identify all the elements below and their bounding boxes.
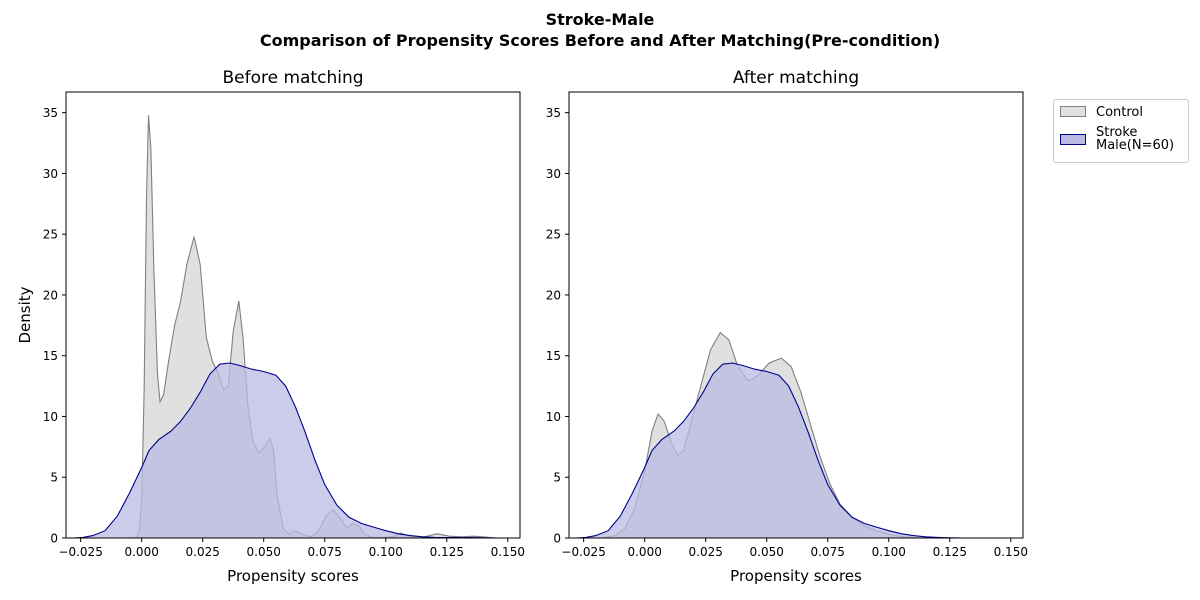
y-tick-label: 15 <box>546 349 561 363</box>
y-tick-label: 0 <box>50 532 58 546</box>
x-axis-label: Propensity scores <box>730 567 862 585</box>
y-tick-label: 20 <box>546 288 561 302</box>
x-tick-label: −0.025 <box>561 545 605 559</box>
x-tick-label: 0.100 <box>872 545 906 559</box>
legend-swatch-control <box>1060 106 1086 117</box>
x-tick-label: 0.025 <box>689 545 723 559</box>
legend-entry-control: Control <box>1060 106 1143 119</box>
y-tick-label: 10 <box>546 410 561 424</box>
y-tick-label: 30 <box>43 167 58 181</box>
legend: Control Stroke Male(N=60) <box>1053 99 1189 163</box>
y-tick-label: 25 <box>43 228 58 242</box>
x-tick-label: 0.050 <box>247 545 281 559</box>
legend-label-control: Control <box>1096 105 1143 120</box>
y-tick-label: 15 <box>43 349 58 363</box>
y-tick-label: 30 <box>546 167 561 181</box>
panel-title: Before matching <box>222 68 363 88</box>
y-tick-label: 20 <box>43 288 58 302</box>
y-tick-label: 5 <box>50 471 58 485</box>
y-tick-label: 10 <box>43 410 58 424</box>
x-tick-label: 0.050 <box>750 545 784 559</box>
y-tick-label: 0 <box>553 532 561 546</box>
y-tick-label: 35 <box>43 106 58 120</box>
figure-subtitle: Comparison of Propensity Scores Before a… <box>259 31 941 50</box>
x-tick-label: 0.150 <box>994 545 1028 559</box>
y-axis-label: Density <box>16 286 34 343</box>
x-tick-label: 0.125 <box>933 545 967 559</box>
x-axis-label: Propensity scores <box>227 567 359 585</box>
panel-title: After matching <box>733 68 859 88</box>
legend-swatch-stroke-male <box>1060 134 1086 145</box>
density-line-stroke-male <box>73 362 501 539</box>
legend-label-stroke-male: Stroke Male(N=60) <box>1096 125 1175 153</box>
density-line-stroke-male <box>576 362 965 539</box>
y-tick-label: 5 <box>553 471 561 485</box>
figure-title: Stroke-Male <box>545 10 655 29</box>
plot-frame <box>65 91 521 539</box>
density-area-stroke-male <box>576 363 965 538</box>
density-area-stroke-male <box>73 363 501 538</box>
x-tick-label: 0.125 <box>430 545 464 559</box>
x-tick-label: 0.075 <box>811 545 845 559</box>
plot-frame <box>568 91 1024 539</box>
chart-panel-2: −0.025 0.000 0.025 0.050 0.075 0.100 0.125 0.15… <box>546 68 1028 585</box>
x-tick-label: 0.000 <box>627 545 661 559</box>
y-tick-label: 25 <box>546 228 561 242</box>
x-tick-label: 0.000 <box>124 545 158 559</box>
x-tick-label: 0.025 <box>186 545 220 559</box>
legend-entry-stroke-male: Stroke Male(N=60) <box>1060 126 1174 152</box>
x-tick-label: −0.025 <box>58 545 102 559</box>
x-tick-label: 0.100 <box>369 545 403 559</box>
x-tick-label: 0.150 <box>491 545 525 559</box>
chart-panel-1: −0.025 0.000 0.025 0.050 0.075 0.100 0.125 0.15… <box>16 68 525 585</box>
x-tick-label: 0.075 <box>308 545 342 559</box>
y-tick-label: 35 <box>546 106 561 120</box>
